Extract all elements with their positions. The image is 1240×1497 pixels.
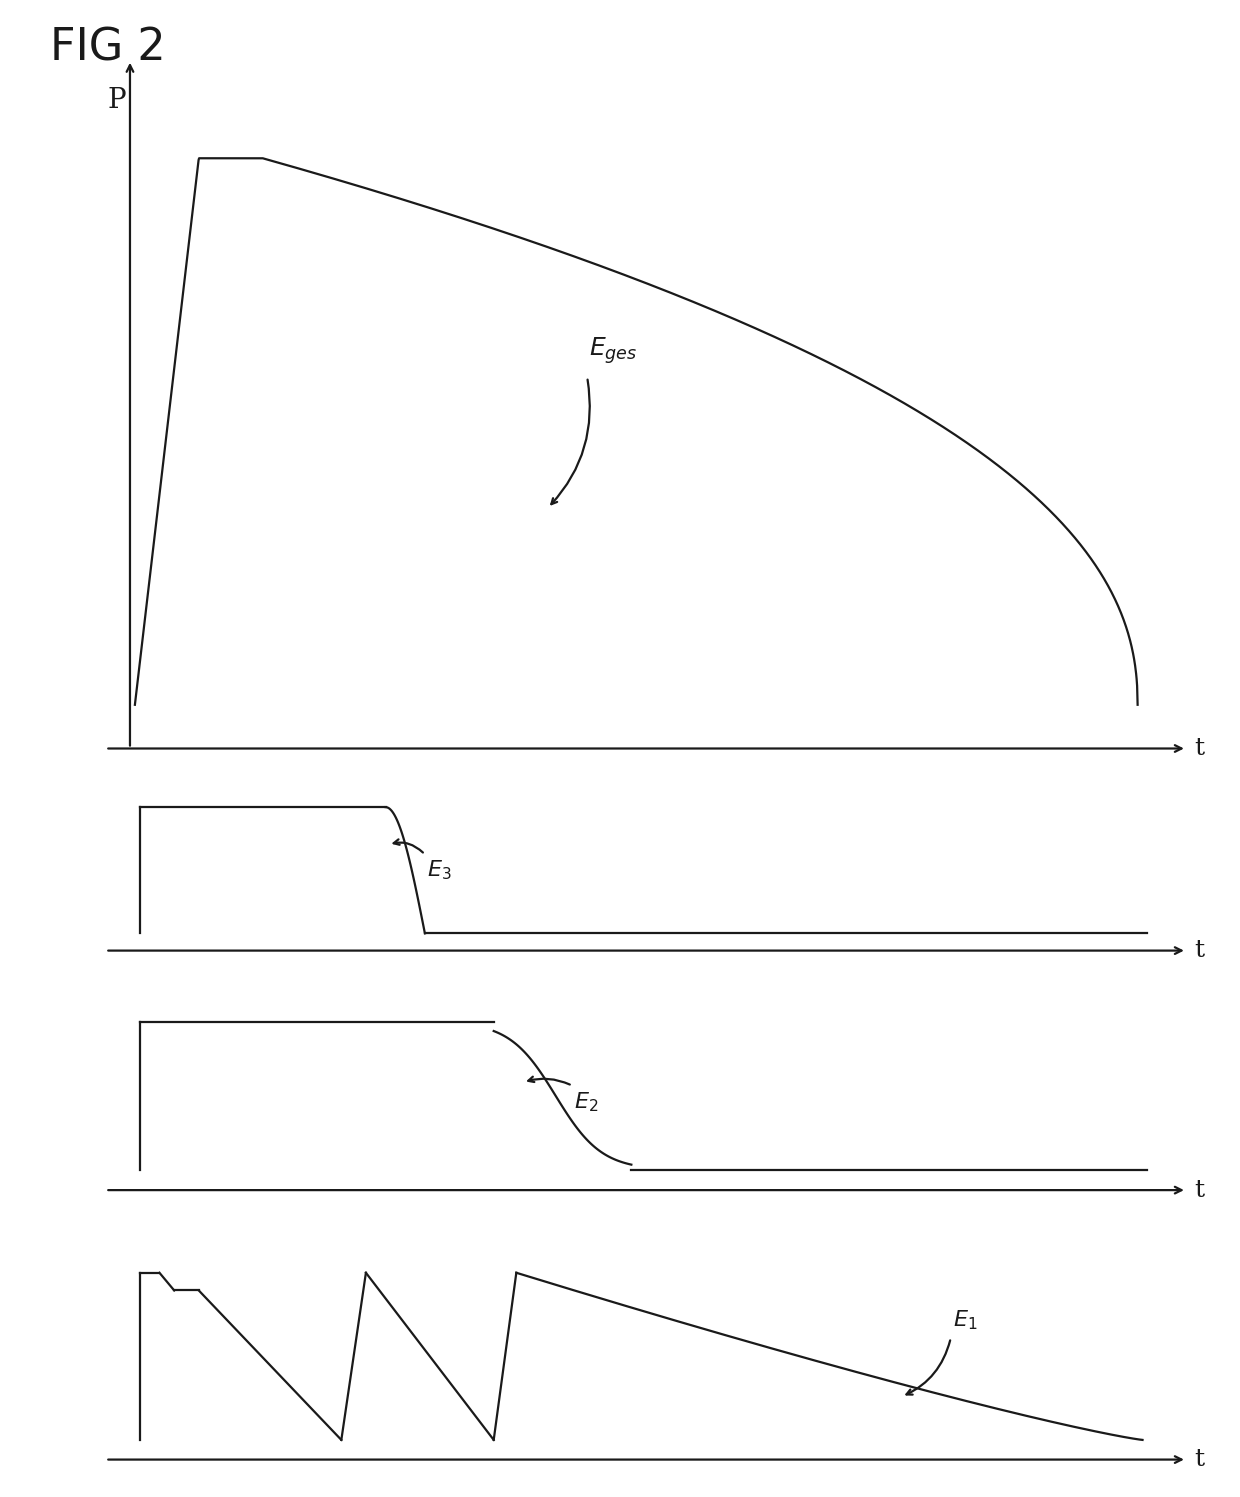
Text: t: t [1194,1178,1205,1202]
Text: t: t [1194,737,1205,760]
Text: t: t [1194,939,1205,963]
Text: $E_2$: $E_2$ [574,1091,599,1114]
Text: P: P [108,87,126,114]
Text: FIG 2: FIG 2 [50,27,165,70]
Text: $E_1$: $E_1$ [952,1308,977,1332]
Text: $E_{ges}$: $E_{ges}$ [589,335,637,365]
Text: t: t [1194,1448,1205,1472]
Text: $E_3$: $E_3$ [427,859,451,882]
